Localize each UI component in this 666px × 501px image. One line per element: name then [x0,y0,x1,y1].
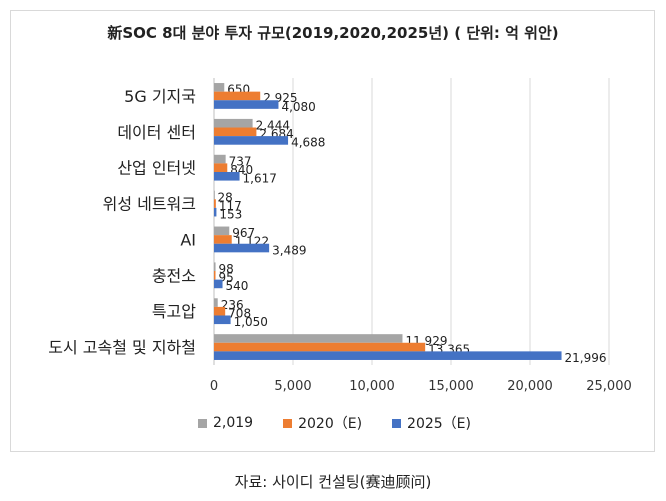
data-label: 1,050 [234,315,268,329]
chart-legend: 2,019 2020（E) 2025（E) [198,413,471,433]
bar [214,91,261,101]
bar [214,127,257,137]
bar [214,226,230,236]
bar [214,207,217,217]
data-label: 3,489 [272,243,306,257]
bar [214,342,426,352]
bar [214,136,289,145]
category-label: 데이터 센터 [117,123,196,142]
bar [214,262,216,272]
bar [214,199,216,208]
category-label: 산업 인터넷 [117,159,196,178]
legend-item: 2025（E) [392,413,471,433]
legend-swatch [283,418,293,428]
bar [214,171,240,181]
x-tick-label: 5,000 [274,379,311,394]
bar [214,279,223,289]
legend-label: 2020（E) [298,416,363,432]
data-label: 4,688 [291,136,325,150]
category-label: 위성 네트워크 [103,195,196,214]
bar [214,315,231,325]
legend-label: 2,019 [213,415,254,431]
category-label: AI [180,230,196,249]
data-label: 117 [219,199,242,213]
data-label: 737 [229,154,252,168]
data-label: 98 [219,262,234,276]
x-tick-label: 20,000 [507,379,553,394]
bar [214,334,403,343]
chart-frame [10,10,655,452]
category-label: 충전소 [152,266,196,285]
bar [214,154,226,164]
data-label: 2,444 [256,119,290,133]
bar [214,235,232,244]
bar [214,190,215,200]
x-tick-label: 0 [210,379,218,394]
bar [214,298,218,307]
legend-label: 2025（E) [407,416,471,432]
x-tick-label: 15,000 [428,379,474,394]
data-label: 708 [228,306,251,320]
bar [214,306,226,316]
source-note: 자료: 사이디 컨설팅(赛迪顾问) [234,473,432,491]
legend-item: 2,019 [198,413,253,433]
data-label: 153 [219,207,242,221]
legend-swatch [392,418,402,428]
bar [214,271,216,280]
category-label: 특고압 [152,302,196,321]
bar [214,351,562,360]
data-label: 236 [221,298,244,312]
data-label: 540 [226,279,249,293]
data-label: 1,617 [243,172,277,186]
data-label: 21,996 [565,351,607,365]
category-label: 5G 기지국 [124,87,196,106]
chart-title: 新SOC 8대 분야 투자 규모(2019,2020,2025년) ( 단위: … [107,24,559,42]
x-tick-label: 25,000 [586,379,632,394]
bar [214,83,225,92]
bar [214,100,279,109]
legend-swatch [198,418,207,428]
bar [214,163,228,172]
legend-item: 2020（E) [283,413,362,433]
bar [214,118,253,128]
category-label: 도시 고속철 및 지하철 [48,338,196,357]
bar [214,243,270,253]
data-label: 28 [217,190,232,204]
data-label: 4,080 [281,100,315,114]
data-label: 967 [232,226,255,240]
x-tick-label: 10,000 [349,379,395,394]
